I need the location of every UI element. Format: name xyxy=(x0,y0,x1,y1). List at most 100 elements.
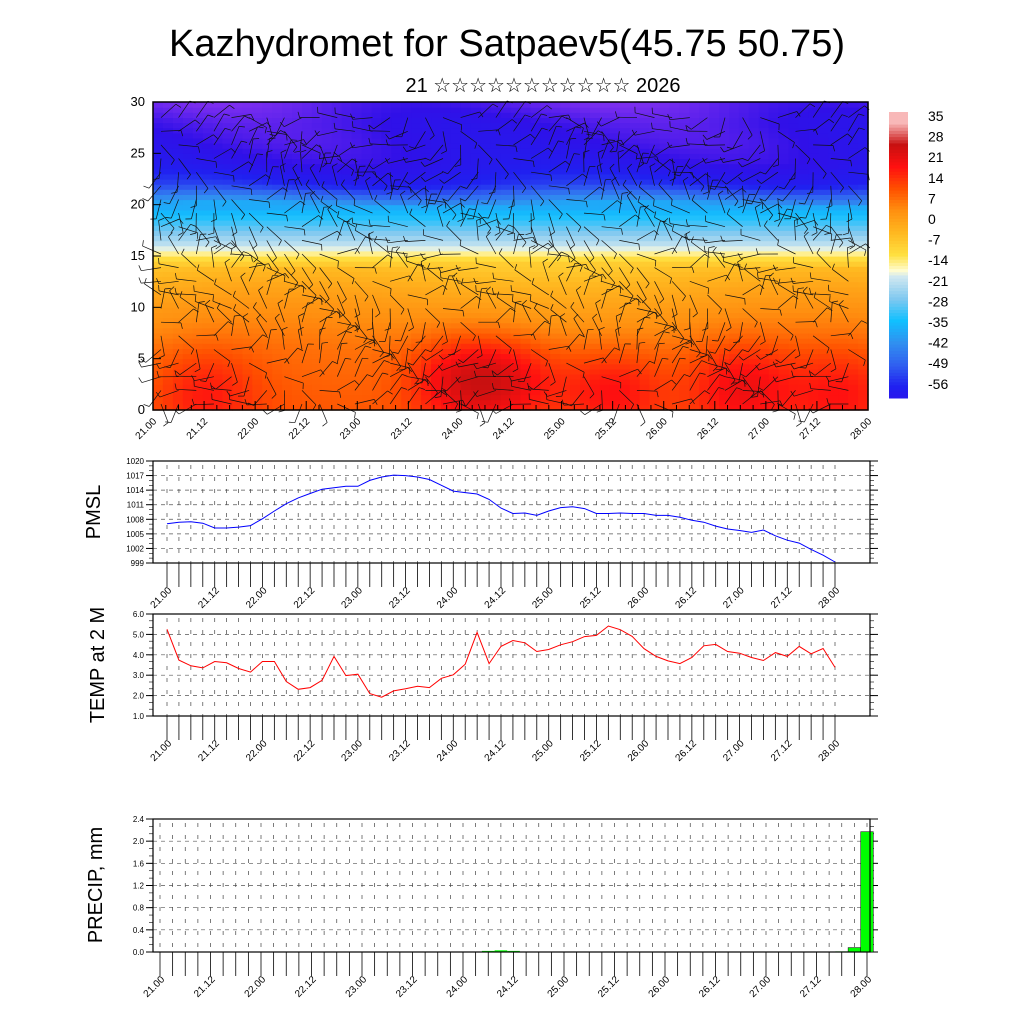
temperature-cell xyxy=(431,107,442,113)
temperature-cell xyxy=(172,322,184,329)
wind-barb-flag xyxy=(363,337,368,344)
temperature-cell xyxy=(778,209,790,216)
temperature-cell xyxy=(669,374,680,380)
temperature-cell xyxy=(182,214,194,221)
temperature-cell xyxy=(292,235,303,242)
wind-barb xyxy=(248,226,258,246)
temperature-cell xyxy=(848,102,859,108)
temperature-cell xyxy=(421,189,432,195)
temperature-cell xyxy=(341,132,353,139)
temperature-cell xyxy=(172,102,184,108)
temperature-cell xyxy=(153,353,164,360)
temperature-cell xyxy=(510,245,521,252)
temperature-cell xyxy=(311,404,323,411)
temperature-cell xyxy=(311,266,323,272)
temperature-cell xyxy=(401,137,412,144)
temperature-cell xyxy=(401,220,412,226)
temperature-cell xyxy=(550,107,561,113)
temperature-cell xyxy=(599,348,611,355)
temperature-cell xyxy=(758,235,770,242)
temperature-cell xyxy=(550,281,561,288)
temperature-cell xyxy=(162,353,174,360)
temperature-cell xyxy=(500,214,512,221)
temperature-cell xyxy=(441,209,452,216)
temperature-cell xyxy=(311,256,323,262)
temperature-cell xyxy=(570,307,581,313)
temperature-cell xyxy=(808,102,819,108)
wind-barb-flag xyxy=(419,387,426,390)
temperature-cell xyxy=(520,179,531,185)
temperature-cell xyxy=(302,338,313,344)
temperature-cell xyxy=(490,209,502,216)
temperature-cell xyxy=(589,389,601,396)
temperature-cell xyxy=(153,404,164,411)
temperature-cell xyxy=(798,394,809,401)
wind-barb-flag xyxy=(171,191,178,194)
temperature-cell xyxy=(341,168,353,175)
temperature-cell xyxy=(848,179,859,185)
temperature-cell xyxy=(570,348,581,355)
temperature-cell xyxy=(272,132,283,139)
temperature-cell xyxy=(679,173,690,180)
wind-barb-flag xyxy=(341,298,347,304)
temperature-cell xyxy=(411,302,422,308)
temperature-cell xyxy=(639,261,651,267)
temperature-cell xyxy=(699,148,710,154)
temperature-cell xyxy=(669,307,680,313)
temperature-cell xyxy=(331,179,343,185)
temperature-cell xyxy=(252,302,263,308)
temperature-cell xyxy=(629,338,641,344)
temperature-cell xyxy=(858,148,869,154)
temperature-cell xyxy=(460,148,472,154)
temperature-cell xyxy=(450,112,462,118)
temperature-cell xyxy=(848,117,859,124)
temperature-cell xyxy=(222,348,233,355)
temperature-cell xyxy=(808,312,819,319)
temperature-cell xyxy=(580,163,591,170)
temperature-cell xyxy=(470,399,482,406)
wind-barb xyxy=(301,302,308,323)
temperature-cell xyxy=(421,389,432,396)
temperature-cell xyxy=(530,302,541,308)
temperature-cell xyxy=(599,122,611,129)
wind-barb xyxy=(372,294,381,314)
temperature-cell xyxy=(232,158,243,165)
temperature-cell xyxy=(172,148,184,154)
temperature-cell xyxy=(182,122,194,129)
temperature-cell xyxy=(371,230,382,236)
temperature-cell xyxy=(858,286,869,293)
temperature-cell xyxy=(341,148,353,154)
temperature-cell xyxy=(470,389,482,396)
temperature-cell xyxy=(570,230,581,236)
temperature-cell xyxy=(748,384,760,390)
temperature-cell xyxy=(520,291,531,298)
temperature-cell xyxy=(172,368,184,375)
temperature-cell xyxy=(510,117,521,124)
temperature-cell xyxy=(272,184,283,190)
temperature-cell xyxy=(510,379,521,385)
temperature-cell xyxy=(331,353,343,360)
temperature-cell xyxy=(361,168,372,175)
temperature-cell xyxy=(669,163,680,170)
temperature-cell xyxy=(599,214,611,221)
temperature-cell xyxy=(798,112,809,118)
temperature-cell xyxy=(371,148,382,154)
temperature-cell xyxy=(738,302,750,308)
temperature-cell xyxy=(778,276,790,283)
temperature-cell xyxy=(321,250,333,257)
wind-barb xyxy=(319,308,340,313)
temperature-cell xyxy=(649,348,660,355)
temperature-cell xyxy=(192,214,204,221)
temperature-cell xyxy=(500,199,512,206)
wind-barb-flag xyxy=(417,263,424,267)
temperature-cell xyxy=(530,127,541,134)
temperature-cell xyxy=(560,286,571,293)
wind-barb-flag xyxy=(350,113,353,120)
temperature-cell xyxy=(550,204,561,211)
temperature-cell xyxy=(589,112,601,118)
temperature-cell xyxy=(450,266,462,272)
temperature-cell xyxy=(182,158,194,165)
wind-barb xyxy=(336,358,346,377)
temperature-cell xyxy=(282,137,293,144)
temperature-cell xyxy=(252,266,263,272)
